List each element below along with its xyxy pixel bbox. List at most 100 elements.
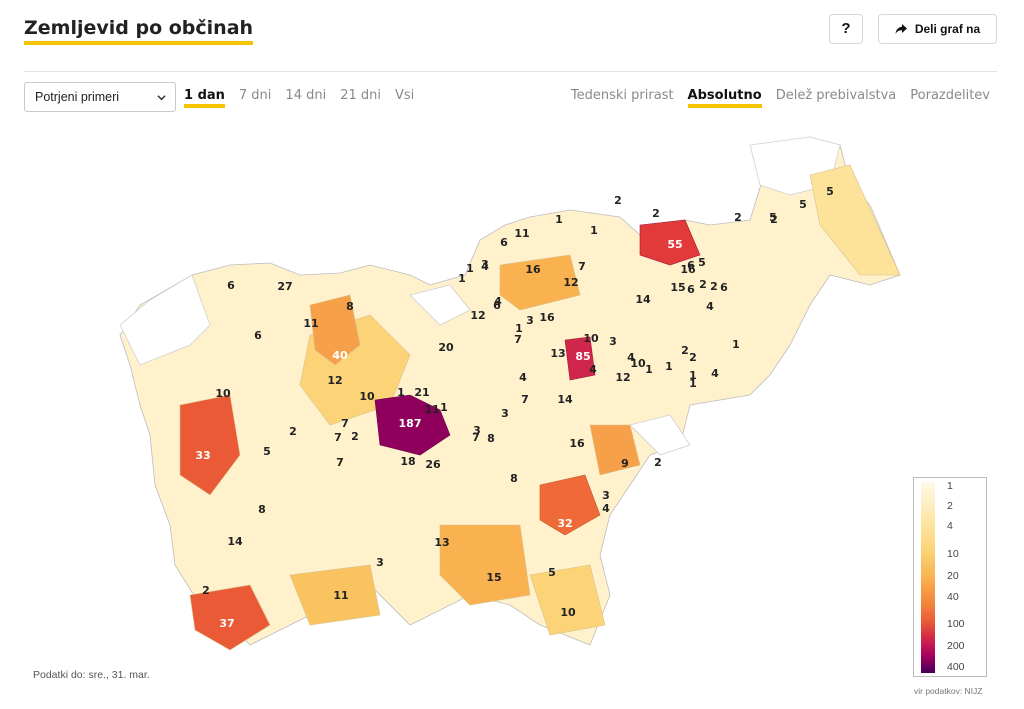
legend-tick: 400 xyxy=(947,661,965,673)
municipality-value-label: 2 xyxy=(289,425,297,438)
municipality-value-label: 10 xyxy=(215,387,231,400)
municipality-value-label: 7 xyxy=(341,417,349,430)
municipality-value-label: 6 xyxy=(500,236,508,249)
region-maribor xyxy=(639,219,701,266)
municipality-value-label: 6 xyxy=(254,329,262,342)
municipality-value-label: 1 xyxy=(515,322,523,335)
map-labels: 1878555403733322726212018161616161515141… xyxy=(195,185,833,630)
municipality-value-label: 15 xyxy=(670,281,685,294)
municipality-value-label: 26 xyxy=(425,458,441,471)
zero-region-n xyxy=(409,284,471,326)
data-source: vir podatkov: NIJZ xyxy=(914,686,983,696)
municipality-value-label: 21 xyxy=(414,386,429,399)
municipality-value-label: 12 xyxy=(615,371,630,384)
municipality-value-label: 14 xyxy=(227,535,243,548)
share-button[interactable]: Deli graf na xyxy=(878,14,997,44)
municipality-value-label: 2 xyxy=(699,278,707,291)
metric-select-value: Potrjeni primeri xyxy=(35,90,120,104)
municipality-value-label: 3 xyxy=(376,556,384,569)
municipality-value-label: 5 xyxy=(826,185,834,198)
municipality-value-label: 13 xyxy=(434,536,449,549)
metric-select[interactable]: Potrjeni primeri xyxy=(24,82,176,112)
municipality-value-label: 10 xyxy=(560,606,576,619)
municipality-value-label: 32 xyxy=(557,517,572,530)
legend-tick: 4 xyxy=(947,520,953,532)
legend: 1 2 4 10 20 40 100 200 400 xyxy=(913,477,987,677)
municipality-value-label: 10 xyxy=(630,357,646,370)
tab-view-4[interactable]: Porazdelitev xyxy=(910,88,990,103)
municipality-value-label: 6 xyxy=(227,279,235,292)
tab-period-5[interactable]: Vsi xyxy=(394,88,415,103)
region-east-orange xyxy=(589,424,641,476)
municipality-value-label: 10 xyxy=(583,332,599,345)
region-south-orange xyxy=(439,524,531,606)
municipality-value-label: 4 xyxy=(706,300,714,313)
tab-view-1[interactable]: Tedenski prirast xyxy=(570,88,674,103)
tab-period-2[interactable]: 7 dni xyxy=(238,88,272,103)
legend-tick: 20 xyxy=(947,570,959,582)
municipality-value-label: 1 xyxy=(689,377,697,390)
municipality-value-label: 3 xyxy=(526,314,534,327)
municipality-value-label: 2 xyxy=(770,213,778,226)
tab-period-4[interactable]: 21 dni xyxy=(340,88,381,103)
tab-view-3[interactable]: Delež prebivalstva xyxy=(775,88,897,103)
municipality-value-label: 1 xyxy=(732,338,740,351)
region-west-orange xyxy=(179,394,241,496)
municipality-value-label: 2 xyxy=(681,344,689,357)
municipality-value-label: 14 xyxy=(557,393,573,406)
municipality-value-label: 2 xyxy=(734,211,742,224)
data-date: Podatki do: sre., 31. mar. xyxy=(33,669,150,681)
region-north-orange xyxy=(499,254,581,311)
legend-color-scale xyxy=(921,482,935,673)
municipality-value-label: 5 xyxy=(769,211,777,224)
municipality-value-label: 3 xyxy=(501,407,509,420)
region-celje xyxy=(564,336,596,381)
municipality-value-label: 1 xyxy=(689,369,697,382)
municipality-value-label: 2 xyxy=(614,194,622,207)
municipality-value-label: 85 xyxy=(575,350,590,363)
municipality-value-label: 8 xyxy=(346,300,354,313)
municipality-value-label: 4 xyxy=(494,295,502,308)
help-button[interactable]: ? xyxy=(829,14,863,44)
municipality-value-label: 8 xyxy=(258,503,266,516)
municipality-value-label: 16 xyxy=(680,263,696,276)
region-south-west xyxy=(289,564,381,626)
municipality-value-label: 4 xyxy=(602,502,610,515)
chevron-down-icon xyxy=(157,95,166,101)
municipality-value-label: 7 xyxy=(472,431,480,444)
municipality-value-label: 11 xyxy=(514,227,529,240)
tab-view-2[interactable]: Absolutno xyxy=(687,88,762,108)
legend-tick: 200 xyxy=(947,640,965,652)
municipality-value-label: 8 xyxy=(487,432,495,445)
municipality-value-label: 40 xyxy=(332,349,348,362)
municipality-value-label: 2 xyxy=(652,207,660,220)
legend-tick: 10 xyxy=(947,548,959,560)
municipality-value-label: 6 xyxy=(493,299,501,312)
municipality-map[interactable]: 187 85 55 40 37 33 32 27 26 21 20 18 16 16 16 16 15 15 14 1… xyxy=(110,125,910,665)
municipality-value-label: 15 xyxy=(486,571,501,584)
municipality-value-label: 9 xyxy=(621,457,629,470)
map-svg[interactable]: 1878555403733322726212018161616161515141… xyxy=(110,125,910,665)
municipality-value-label: 11 xyxy=(424,403,439,416)
tab-period-3[interactable]: 14 dni xyxy=(285,88,327,103)
municipality-value-label: 1 xyxy=(645,363,653,376)
tab-period-1[interactable]: 1 dan xyxy=(184,88,225,108)
municipality-value-label: 27 xyxy=(277,280,292,293)
legend-tick: 40 xyxy=(947,591,959,603)
zero-region-e xyxy=(629,414,691,456)
municipality-value-label: 37 xyxy=(219,617,234,630)
region-ljubljana xyxy=(374,394,451,456)
municipality-value-label: 7 xyxy=(336,456,344,469)
header-divider xyxy=(24,71,997,72)
period-tabs: 1 dan 7 dni 14 dni 21 dni Vsi xyxy=(184,88,414,108)
municipality-value-label: 5 xyxy=(263,445,271,458)
municipality-value-label: 2 xyxy=(710,280,718,293)
municipality-value-label: 16 xyxy=(569,437,585,450)
legend-tick: 100 xyxy=(947,618,965,630)
municipality-value-label: 7 xyxy=(514,333,522,346)
municipality-value-label: 4 xyxy=(519,371,527,384)
region-gorenjska xyxy=(309,294,361,366)
municipality-value-label: 4 xyxy=(711,367,719,380)
municipality-value-label: 1 xyxy=(590,224,598,237)
municipality-value-label: 5 xyxy=(548,566,556,579)
